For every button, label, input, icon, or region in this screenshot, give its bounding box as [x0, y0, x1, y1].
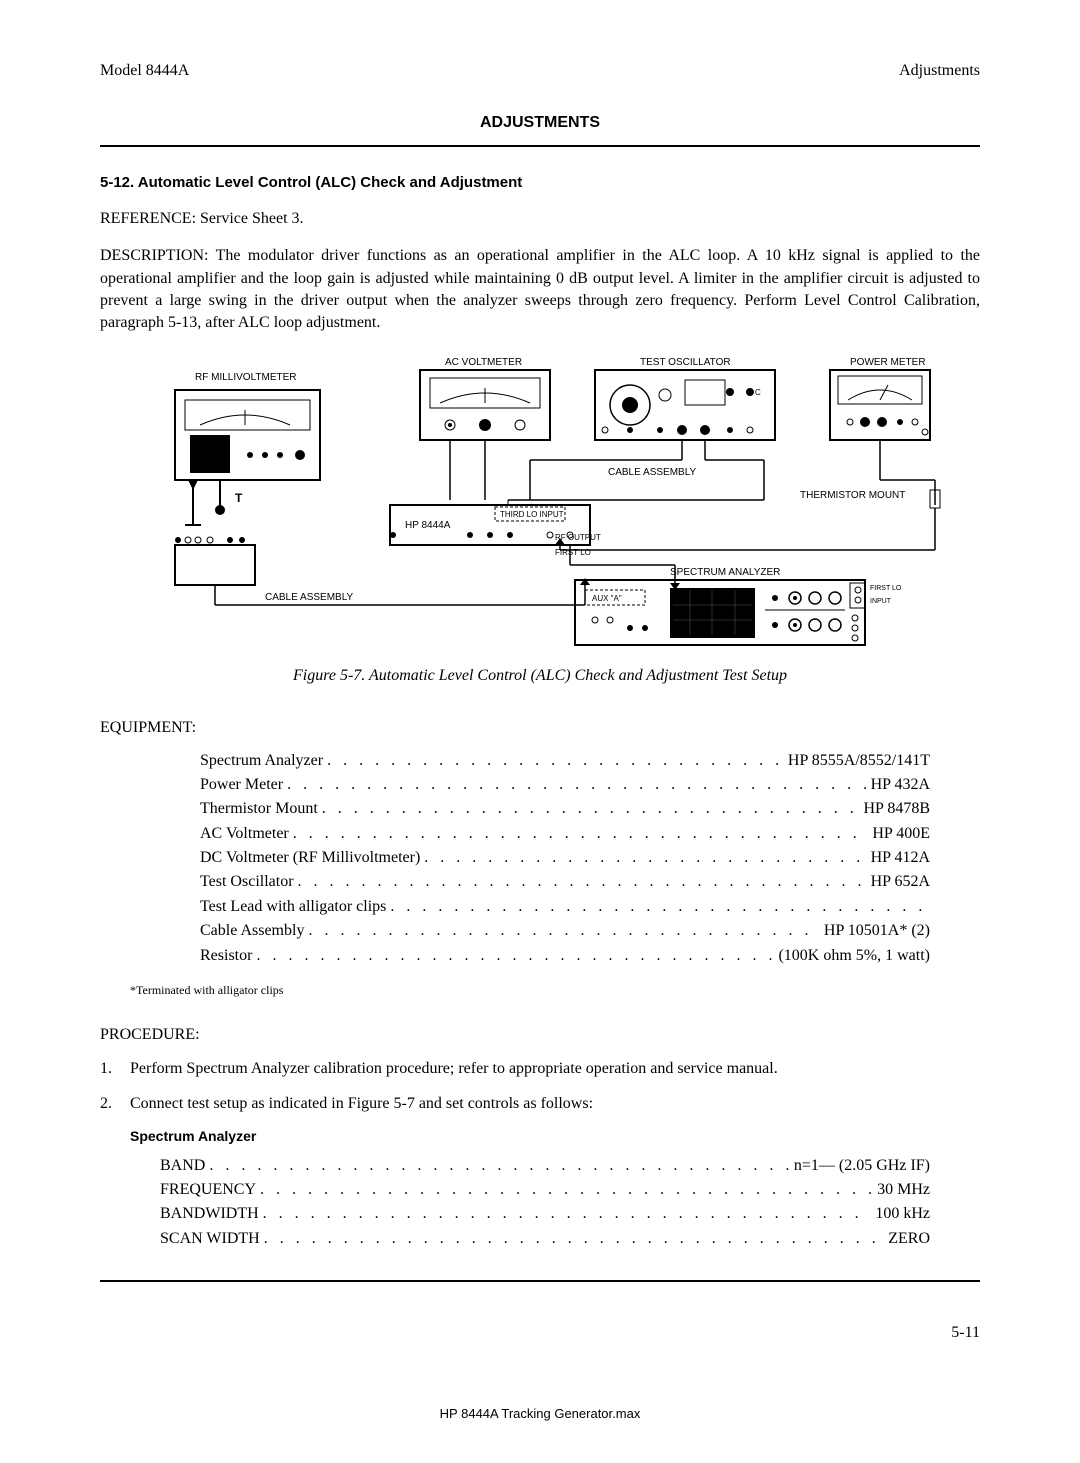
equipment-item: Power MeterHP 432A	[200, 774, 930, 796]
description-text: DESCRIPTION: The modulator driver functi…	[100, 245, 980, 335]
header-right: Adjustments	[899, 60, 980, 82]
equipment-item: Test OscillatorHP 652A	[200, 871, 930, 893]
procedure-label: PROCEDURE:	[100, 1024, 980, 1046]
rf-output-label: RF OUTPUT	[555, 533, 601, 542]
footer-text: HP 8444A Tracking Generator.max	[100, 1405, 980, 1423]
cable-assembly-left-label: CABLE ASSEMBLY	[265, 592, 354, 603]
subsection-title: 5-12. Automatic Level Control (ALC) Chec…	[100, 172, 980, 193]
svg-text:C: C	[755, 388, 761, 397]
procedure-step: 1. Perform Spectrum Analyzer calibration…	[100, 1058, 980, 1080]
hp-8444a-label: HP 8444A	[405, 520, 451, 531]
rf-millivoltmeter-label: RF MILLIVOLTMETER	[195, 372, 297, 383]
equipment-item: Resistor(100K ohm 5%, 1 watt)	[200, 945, 930, 967]
header-left: Model 8444A	[100, 60, 189, 82]
test-oscillator-label: TEST OSCILLATOR	[640, 357, 731, 368]
spec-item: BANDn=1— (2.05 GHz IF)	[160, 1155, 930, 1177]
divider	[100, 145, 980, 147]
third-lo-input-label: THIRD LO INPUT	[500, 510, 564, 519]
thermistor-mount-label: THERMISTOR MOUNT	[800, 490, 905, 501]
procedure-step: 2. Connect test setup as indicated in Fi…	[100, 1093, 980, 1115]
aux-a-label: AUX "A"	[592, 594, 622, 603]
reference-text: REFERENCE: Service Sheet 3.	[100, 208, 980, 230]
equipment-item: Thermistor MountHP 8478B	[200, 798, 930, 820]
spec-item: FREQUENCY30 MHz	[160, 1179, 930, 1201]
ac-voltmeter-label: AC VOLTMETER	[445, 357, 522, 368]
spec-list: BANDn=1— (2.05 GHz IF) FREQUENCY30 MHz B…	[160, 1155, 930, 1251]
equipment-label: EQUIPMENT:	[100, 717, 980, 739]
first-lo-label: FIRST LO	[555, 548, 591, 557]
input-port-label: INPUT	[870, 598, 892, 605]
first-lo-port-label: FIRST LO	[870, 585, 902, 592]
t-label: T	[235, 491, 243, 505]
equipment-item: Cable AssemblyHP 10501A* (2)	[200, 920, 930, 942]
footnote: *Terminated with alligator clips	[130, 982, 980, 999]
spec-item: SCAN WIDTHZERO	[160, 1228, 930, 1250]
spectrum-analyzer-label: SPECTRUM ANALYZER	[670, 567, 780, 578]
page-number: 5-11	[100, 1322, 980, 1344]
spec-title: Spectrum Analyzer	[130, 1127, 980, 1147]
test-setup-diagram: RF MILLIVOLTMETER AC VOLTMETER TEST OSCI…	[130, 350, 950, 650]
cable-assembly-top-label: CABLE ASSEMBLY	[608, 467, 697, 478]
diagram-container: RF MILLIVOLTMETER AC VOLTMETER TEST OSCI…	[100, 350, 980, 650]
section-title: ADJUSTMENTS	[100, 112, 980, 134]
equipment-item: DC Voltmeter (RF Millivoltmeter)HP 412A	[200, 847, 930, 869]
divider-bottom	[100, 1280, 980, 1282]
power-meter-label: POWER METER	[850, 357, 926, 368]
figure-caption: Figure 5-7. Automatic Level Control (ALC…	[100, 665, 980, 687]
equipment-item: AC VoltmeterHP 400E	[200, 823, 930, 845]
equipment-item: Spectrum AnalyzerHP 8555A/8552/141T	[200, 750, 930, 772]
equipment-item: Test Lead with alligator clips	[200, 896, 930, 918]
spec-item: BANDWIDTH100 kHz	[160, 1203, 930, 1225]
equipment-list: Spectrum AnalyzerHP 8555A/8552/141T Powe…	[200, 750, 930, 968]
